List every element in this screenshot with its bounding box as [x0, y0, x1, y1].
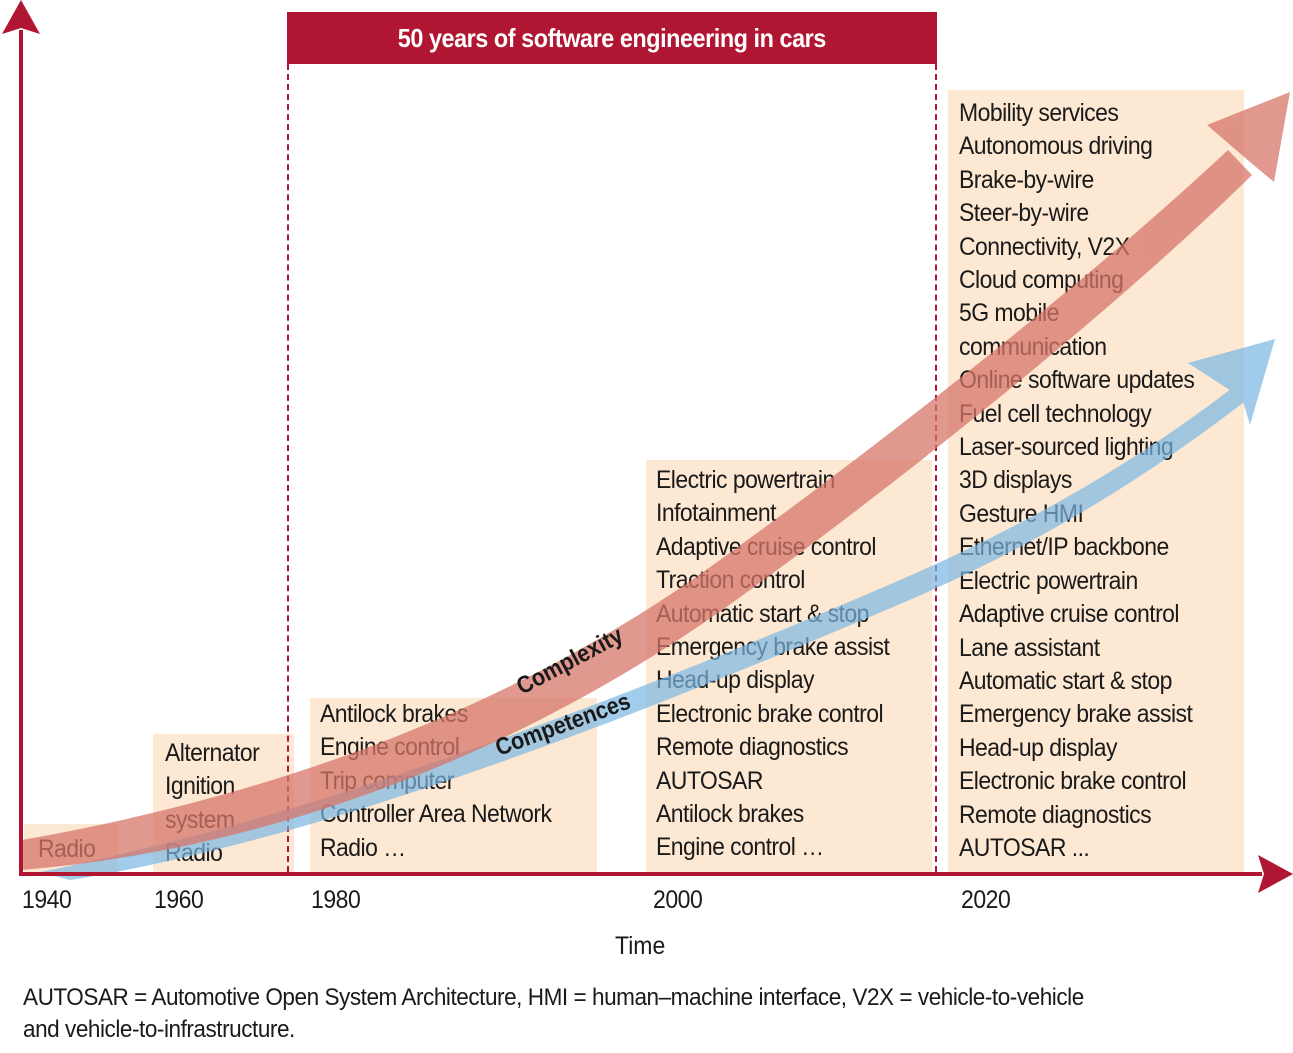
x-axis-label: Time: [615, 932, 666, 960]
era-item: Engine control …: [656, 833, 824, 862]
era-item: AUTOSAR: [656, 766, 763, 795]
era-list-1960: Alternator Ignition system Radio: [165, 737, 260, 871]
era-item: Trip computer: [320, 766, 454, 795]
era-item: Antilock brakes: [656, 800, 804, 829]
title-banner: 50 years of software engineering in cars: [287, 12, 937, 64]
era-item: Engine control: [320, 733, 460, 762]
era-item: Laser-sourced lighting: [959, 433, 1174, 462]
era-item: system: [165, 805, 235, 834]
era-item: Ignition: [165, 772, 235, 801]
era-item: Fuel cell technology: [959, 399, 1152, 428]
complexity-label: Complexity: [512, 621, 628, 700]
era-list-1940: Radio: [38, 833, 96, 866]
era-item: Mobility services: [959, 99, 1119, 127]
era-item: Online software updates: [959, 366, 1195, 395]
footnote-line-1: AUTOSAR = Automotive Open System Archite…: [23, 984, 1084, 1011]
era-item: Remote diagnostics: [959, 800, 1152, 829]
era-item: Electronic brake control: [656, 699, 884, 728]
era-item: 5G mobile: [959, 299, 1059, 328]
era-list-1980: Antilock brakes Engine control Trip comp…: [320, 698, 552, 865]
era-item: Infotainment: [656, 499, 777, 528]
era-item: Connectivity, V2X: [959, 232, 1130, 261]
era-item: Electronic brake control: [959, 767, 1187, 796]
era-item: Gesture HMI: [959, 499, 1084, 528]
era-item: Automatic start & stop: [959, 666, 1172, 695]
era-item: Electric powertrain: [959, 566, 1138, 595]
era-list-2000: Electric powertrain Infotainment Adaptiv…: [656, 464, 890, 865]
era-item: Radio …: [320, 833, 406, 862]
title-text: 50 years of software engineering in cars: [397, 22, 827, 53]
y-axis: [2, 0, 40, 874]
footnote-line-2: and vehicle-to-infrastructure.: [23, 1016, 295, 1043]
era-item: Brake-by-wire: [959, 165, 1094, 194]
x-tick-1980: 1980: [311, 886, 361, 914]
era-item: Adaptive cruise control: [959, 600, 1180, 629]
era-item: Lane assistant: [959, 633, 1100, 662]
era-item: Autonomous driving: [959, 132, 1153, 161]
era-item: Alternator: [165, 739, 260, 767]
bracket-left-dashed-line: [287, 64, 289, 872]
era-item: Head-up display: [959, 733, 1117, 762]
x-axis-arrowhead: [1258, 855, 1293, 893]
era-item: communication: [959, 332, 1107, 361]
bracket-right-dashed-line: [935, 64, 937, 872]
era-item: Automatic start & stop: [656, 599, 869, 628]
era-item: AUTOSAR ...: [959, 833, 1090, 862]
era-item: Remote diagnostics: [656, 733, 849, 762]
x-tick-2020: 2020: [961, 886, 1011, 914]
era-item: Emergency brake assist: [959, 700, 1193, 729]
era-item: Steer-by-wire: [959, 199, 1089, 228]
era-item: Controller Area Network: [320, 800, 552, 829]
era-item: Cloud computing: [959, 266, 1124, 295]
x-tick-1940: 1940: [22, 886, 72, 914]
era-item: Adaptive cruise control: [656, 532, 877, 561]
era-item: Electric powertrain: [656, 466, 835, 494]
era-item: 3D displays: [959, 466, 1072, 495]
era-item: Radio: [165, 839, 223, 868]
era-list-2020: Mobility services Autonomous driving Bra…: [959, 97, 1195, 865]
x-tick-2000: 2000: [653, 886, 703, 914]
era-item: Antilock brakes: [320, 700, 468, 728]
y-axis-arrowhead: [2, 0, 40, 34]
era-item: Radio: [38, 835, 96, 863]
era-item: Emergency brake assist: [656, 633, 890, 662]
era-item: Head-up display: [656, 666, 814, 695]
era-item: Traction control: [656, 566, 805, 595]
era-item: Ethernet/IP backbone: [959, 533, 1169, 562]
x-tick-1960: 1960: [154, 886, 204, 914]
